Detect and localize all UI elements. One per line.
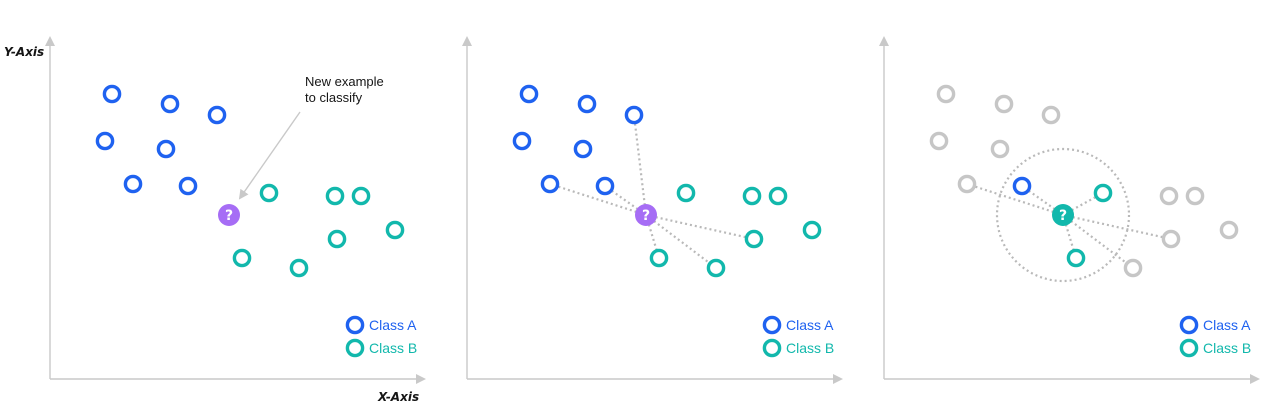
legend-marker-icon — [345, 338, 365, 358]
legend-label: Class A — [786, 317, 834, 333]
annotation-text-line-2: to classify — [305, 90, 363, 105]
legend-label: Class A — [369, 317, 417, 333]
data-point-class-a — [624, 105, 644, 125]
data-point-class-b — [327, 229, 347, 249]
legend-label: Class A — [1203, 317, 1251, 333]
query-point — [635, 204, 657, 226]
x-axis-arrow-icon — [1250, 374, 1260, 384]
data-point-faded — [990, 139, 1010, 159]
legend-label: Class B — [786, 340, 834, 356]
query-point — [1052, 204, 1074, 226]
legend-marker-icon — [1179, 338, 1199, 358]
annotation-text-line-1: New example — [305, 74, 384, 89]
neighbor-radius-circle — [995, 147, 1131, 283]
data-point-class-a — [577, 94, 597, 114]
x-axis-arrow-icon — [416, 374, 426, 384]
data-point-faded — [1159, 186, 1179, 206]
data-point-faded — [1161, 229, 1181, 249]
data-point-faded — [1123, 258, 1143, 278]
legend-marker-icon — [762, 338, 782, 358]
legend-marker-icon — [1179, 315, 1199, 335]
query-point — [218, 204, 240, 226]
question-mark-icon: ? — [225, 208, 233, 224]
y-axis-arrow-icon — [462, 36, 472, 46]
x-axis-arrow-icon — [833, 374, 843, 384]
data-point-class-a — [123, 174, 143, 194]
data-point-class-a — [540, 174, 560, 194]
legend-label: Class B — [369, 340, 417, 356]
data-point-class-b — [802, 220, 822, 240]
data-point-class-b — [1093, 183, 1113, 203]
data-point-faded — [1219, 220, 1239, 240]
data-point-faded — [957, 174, 977, 194]
data-point-class-a — [102, 84, 122, 104]
data-point-class-a — [1012, 176, 1032, 196]
data-point-class-a — [160, 94, 180, 114]
question-mark-icon: ? — [642, 208, 650, 224]
data-point-class-b — [385, 220, 405, 240]
data-point-class-b — [649, 248, 669, 268]
distance-line — [1062, 213, 1172, 241]
data-point-class-b — [325, 186, 345, 206]
annotation-arrow — [238, 111, 301, 200]
panel-step-1-new-example: ? Class A Class B — [45, 36, 426, 384]
y-axis-arrow-icon — [45, 36, 55, 46]
data-point-class-b — [676, 183, 696, 203]
data-point-class-a — [519, 84, 539, 104]
data-point-class-b — [351, 186, 371, 206]
data-point-faded — [936, 84, 956, 104]
data-point-class-a — [178, 176, 198, 196]
data-point-class-b — [1066, 248, 1086, 268]
y-axis-label: Y-Axis — [4, 45, 44, 59]
data-point-class-a — [156, 139, 176, 159]
data-point-class-a — [207, 105, 227, 125]
legend-marker-icon — [762, 315, 782, 335]
distance-line — [645, 213, 755, 241]
data-point-class-b — [706, 258, 726, 278]
data-point-class-b — [232, 248, 252, 268]
data-point-class-b — [742, 186, 762, 206]
distance-line — [632, 114, 648, 216]
question-mark-icon: ? — [1059, 208, 1067, 224]
data-point-class-b — [289, 258, 309, 278]
data-point-faded — [1041, 105, 1061, 125]
distance-line — [966, 182, 1064, 217]
data-point-class-a — [573, 139, 593, 159]
data-point-class-a — [595, 176, 615, 196]
distance-line — [549, 182, 647, 217]
data-point-faded — [1185, 186, 1205, 206]
legend-marker-icon — [345, 315, 365, 335]
data-point-class-b — [259, 183, 279, 203]
data-point-faded — [994, 94, 1014, 114]
x-axis-label: X-Axis — [377, 390, 419, 404]
legend-label: Class B — [1203, 340, 1251, 356]
data-point-class-b — [744, 229, 764, 249]
data-point-class-a — [512, 131, 532, 151]
y-axis-arrow-icon — [879, 36, 889, 46]
data-point-class-b — [768, 186, 788, 206]
data-point-faded — [929, 131, 949, 151]
data-point-class-a — [95, 131, 115, 151]
panel-step-3-nearest-neighbors: ? Class A Class B — [879, 36, 1260, 384]
panel-step-2-distances: ? Class A Class B — [462, 36, 843, 384]
